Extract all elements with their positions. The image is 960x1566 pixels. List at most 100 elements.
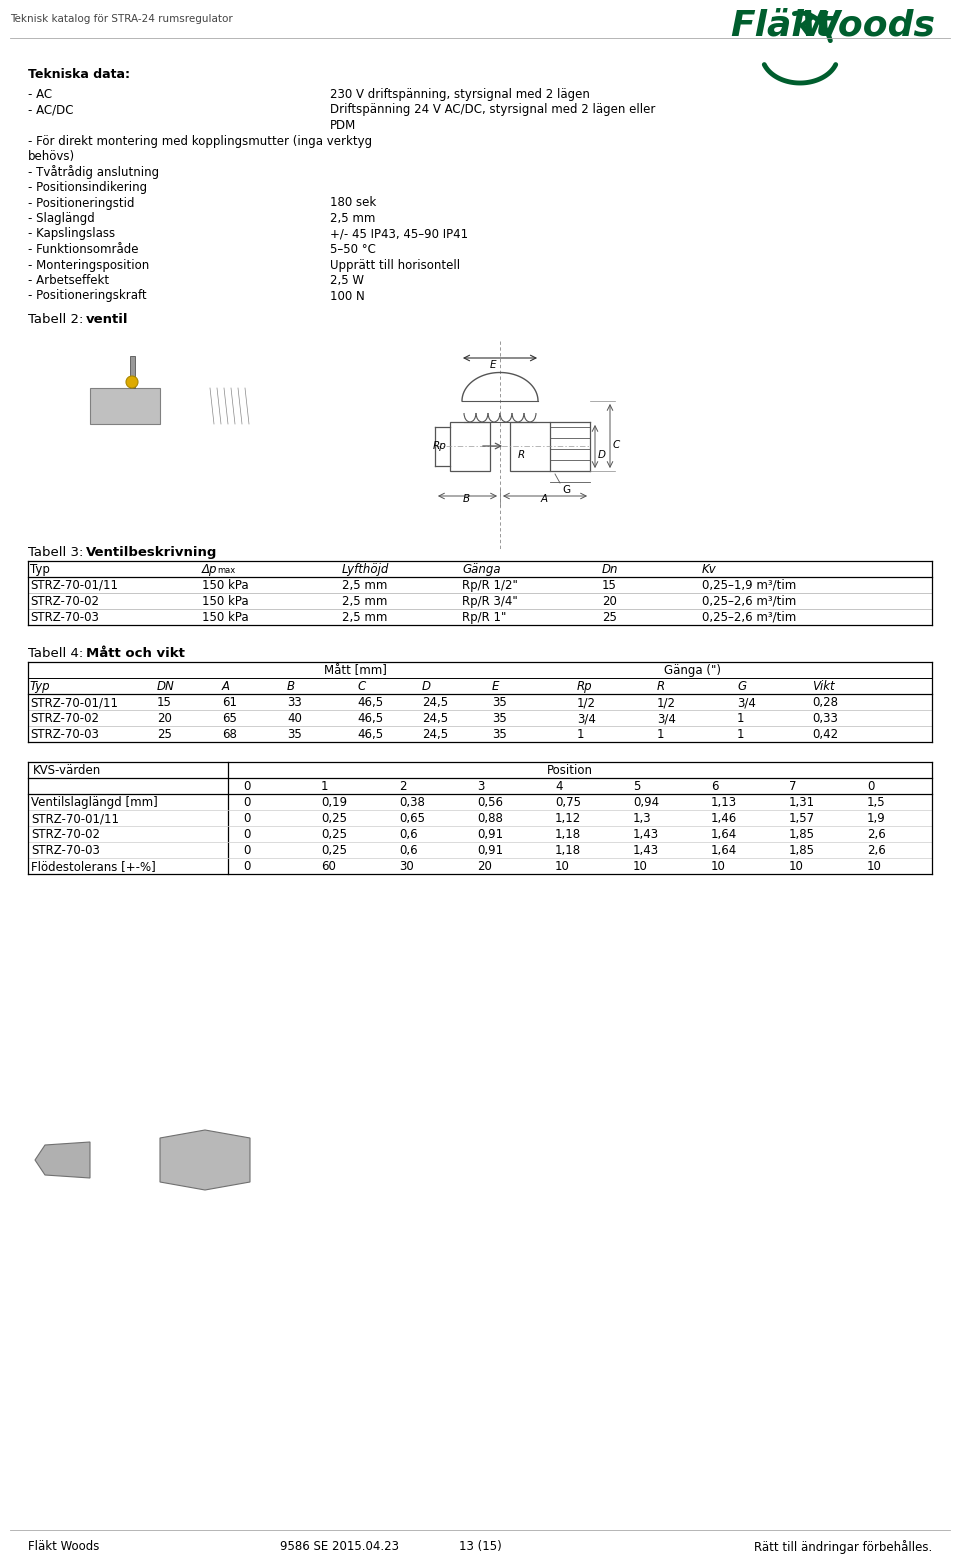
Text: 1,31: 1,31 (789, 796, 815, 810)
Text: 2,5 W: 2,5 W (330, 274, 364, 287)
Text: 10: 10 (711, 860, 726, 872)
Text: E: E (490, 360, 496, 370)
Text: STRZ-70-02: STRZ-70-02 (31, 828, 100, 841)
Text: 1,46: 1,46 (711, 813, 737, 825)
Text: 24,5: 24,5 (422, 713, 448, 725)
Text: 24,5: 24,5 (422, 695, 448, 709)
Text: 13 (15): 13 (15) (459, 1539, 501, 1553)
Text: PDM: PDM (330, 119, 356, 132)
Text: 46,5: 46,5 (357, 695, 383, 709)
Text: 65: 65 (222, 713, 237, 725)
Text: 0,25: 0,25 (321, 844, 347, 857)
Text: - Tvåtrådig anslutning: - Tvåtrådig anslutning (28, 166, 159, 180)
Text: Typ: Typ (30, 564, 50, 576)
Circle shape (126, 376, 138, 388)
Text: 1,57: 1,57 (789, 813, 815, 825)
Text: Rp/R 3/4": Rp/R 3/4" (462, 595, 517, 608)
Text: 35: 35 (492, 728, 507, 741)
Text: B: B (463, 493, 470, 504)
Text: 20: 20 (157, 713, 172, 725)
Text: 0,25–2,6 m³/tim: 0,25–2,6 m³/tim (702, 611, 796, 623)
Text: 0: 0 (243, 780, 251, 792)
Text: 1: 1 (737, 728, 745, 741)
Text: 10: 10 (633, 860, 648, 872)
Text: Rp/R 1": Rp/R 1" (462, 611, 506, 623)
Text: R: R (657, 680, 665, 694)
Text: 5–50 °C: 5–50 °C (330, 243, 376, 255)
Text: 25: 25 (602, 611, 617, 623)
Text: 10: 10 (867, 860, 882, 872)
Text: - Slaglängd: - Slaglängd (28, 211, 95, 226)
Text: 1/2: 1/2 (577, 695, 596, 709)
Text: 25: 25 (157, 728, 172, 741)
Text: 1,18: 1,18 (555, 844, 581, 857)
Text: 2: 2 (399, 780, 406, 792)
Text: 20: 20 (602, 595, 617, 608)
Text: - Kapslingslass: - Kapslingslass (28, 227, 115, 241)
Text: 1: 1 (657, 728, 664, 741)
Text: Rätt till ändringar förbehålles.: Rätt till ändringar förbehålles. (754, 1539, 932, 1553)
Text: 0,91: 0,91 (477, 844, 503, 857)
Text: 150 kPa: 150 kPa (202, 579, 249, 592)
Text: 0,75: 0,75 (555, 796, 581, 810)
Text: 0: 0 (243, 844, 251, 857)
Text: Woods: Woods (800, 8, 935, 42)
Text: 9586 SE 2015.04.23: 9586 SE 2015.04.23 (280, 1539, 399, 1553)
Text: 0,65: 0,65 (399, 813, 425, 825)
Text: 0,28: 0,28 (812, 695, 838, 709)
Text: 15: 15 (157, 695, 172, 709)
Text: R: R (518, 449, 525, 460)
Text: 30: 30 (399, 860, 414, 872)
Text: 150 kPa: 150 kPa (202, 611, 249, 623)
Text: 1,85: 1,85 (789, 844, 815, 857)
Text: 3/4: 3/4 (657, 713, 676, 725)
Text: 0: 0 (243, 796, 251, 810)
Text: 2,6: 2,6 (867, 828, 886, 841)
Text: Typ: Typ (30, 680, 51, 694)
Text: - Funktionsområde: - Funktionsområde (28, 243, 138, 255)
Text: Tabell 3:: Tabell 3: (28, 547, 87, 559)
Text: Tekniska data:: Tekniska data: (28, 67, 130, 81)
Text: 150 kPa: 150 kPa (202, 595, 249, 608)
Text: A: A (222, 680, 230, 694)
Text: STRZ-70-02: STRZ-70-02 (30, 595, 99, 608)
Text: Lyfthöjd: Lyfthöjd (342, 564, 390, 576)
Text: 2,5 mm: 2,5 mm (342, 595, 388, 608)
Text: 230 V driftspänning, styrsignal med 2 lägen: 230 V driftspänning, styrsignal med 2 lä… (330, 88, 589, 100)
Text: 0: 0 (243, 860, 251, 872)
Text: 1,3: 1,3 (633, 813, 652, 825)
Text: 0,94: 0,94 (633, 796, 660, 810)
Text: Ventilslaglängd [mm]: Ventilslaglängd [mm] (31, 796, 157, 810)
Text: 1: 1 (577, 728, 585, 741)
Text: G: G (562, 485, 570, 495)
Text: 61: 61 (222, 695, 237, 709)
Text: D: D (598, 449, 606, 460)
Text: 1,18: 1,18 (555, 828, 581, 841)
Text: 0,56: 0,56 (477, 796, 503, 810)
Text: 1/2: 1/2 (657, 695, 676, 709)
Bar (90, 388, 160, 424)
Text: - AC: - AC (28, 88, 52, 100)
Text: 2,5 mm: 2,5 mm (330, 211, 375, 226)
Text: 40: 40 (287, 713, 301, 725)
Text: 3/4: 3/4 (737, 695, 756, 709)
Bar (130, 355, 135, 388)
Text: 68: 68 (222, 728, 237, 741)
Text: 60: 60 (321, 860, 336, 872)
Text: D: D (422, 680, 431, 694)
Text: 1,9: 1,9 (867, 813, 886, 825)
Text: +/- 45 IP43, 45–90 IP41: +/- 45 IP43, 45–90 IP41 (330, 227, 468, 241)
Text: E: E (492, 680, 499, 694)
Text: 0,25–2,6 m³/tim: 0,25–2,6 m³/tim (702, 595, 796, 608)
Text: 2,5 mm: 2,5 mm (342, 611, 388, 623)
Text: 1,12: 1,12 (555, 813, 581, 825)
Text: 1,5: 1,5 (867, 796, 886, 810)
Text: 0,42: 0,42 (812, 728, 838, 741)
Polygon shape (35, 1142, 90, 1178)
Text: A: A (541, 493, 548, 504)
Text: 10: 10 (555, 860, 570, 872)
Text: 7: 7 (789, 780, 797, 792)
Text: STRZ-70-01/11: STRZ-70-01/11 (31, 813, 119, 825)
Text: 6: 6 (711, 780, 718, 792)
Text: 100 N: 100 N (330, 290, 365, 302)
